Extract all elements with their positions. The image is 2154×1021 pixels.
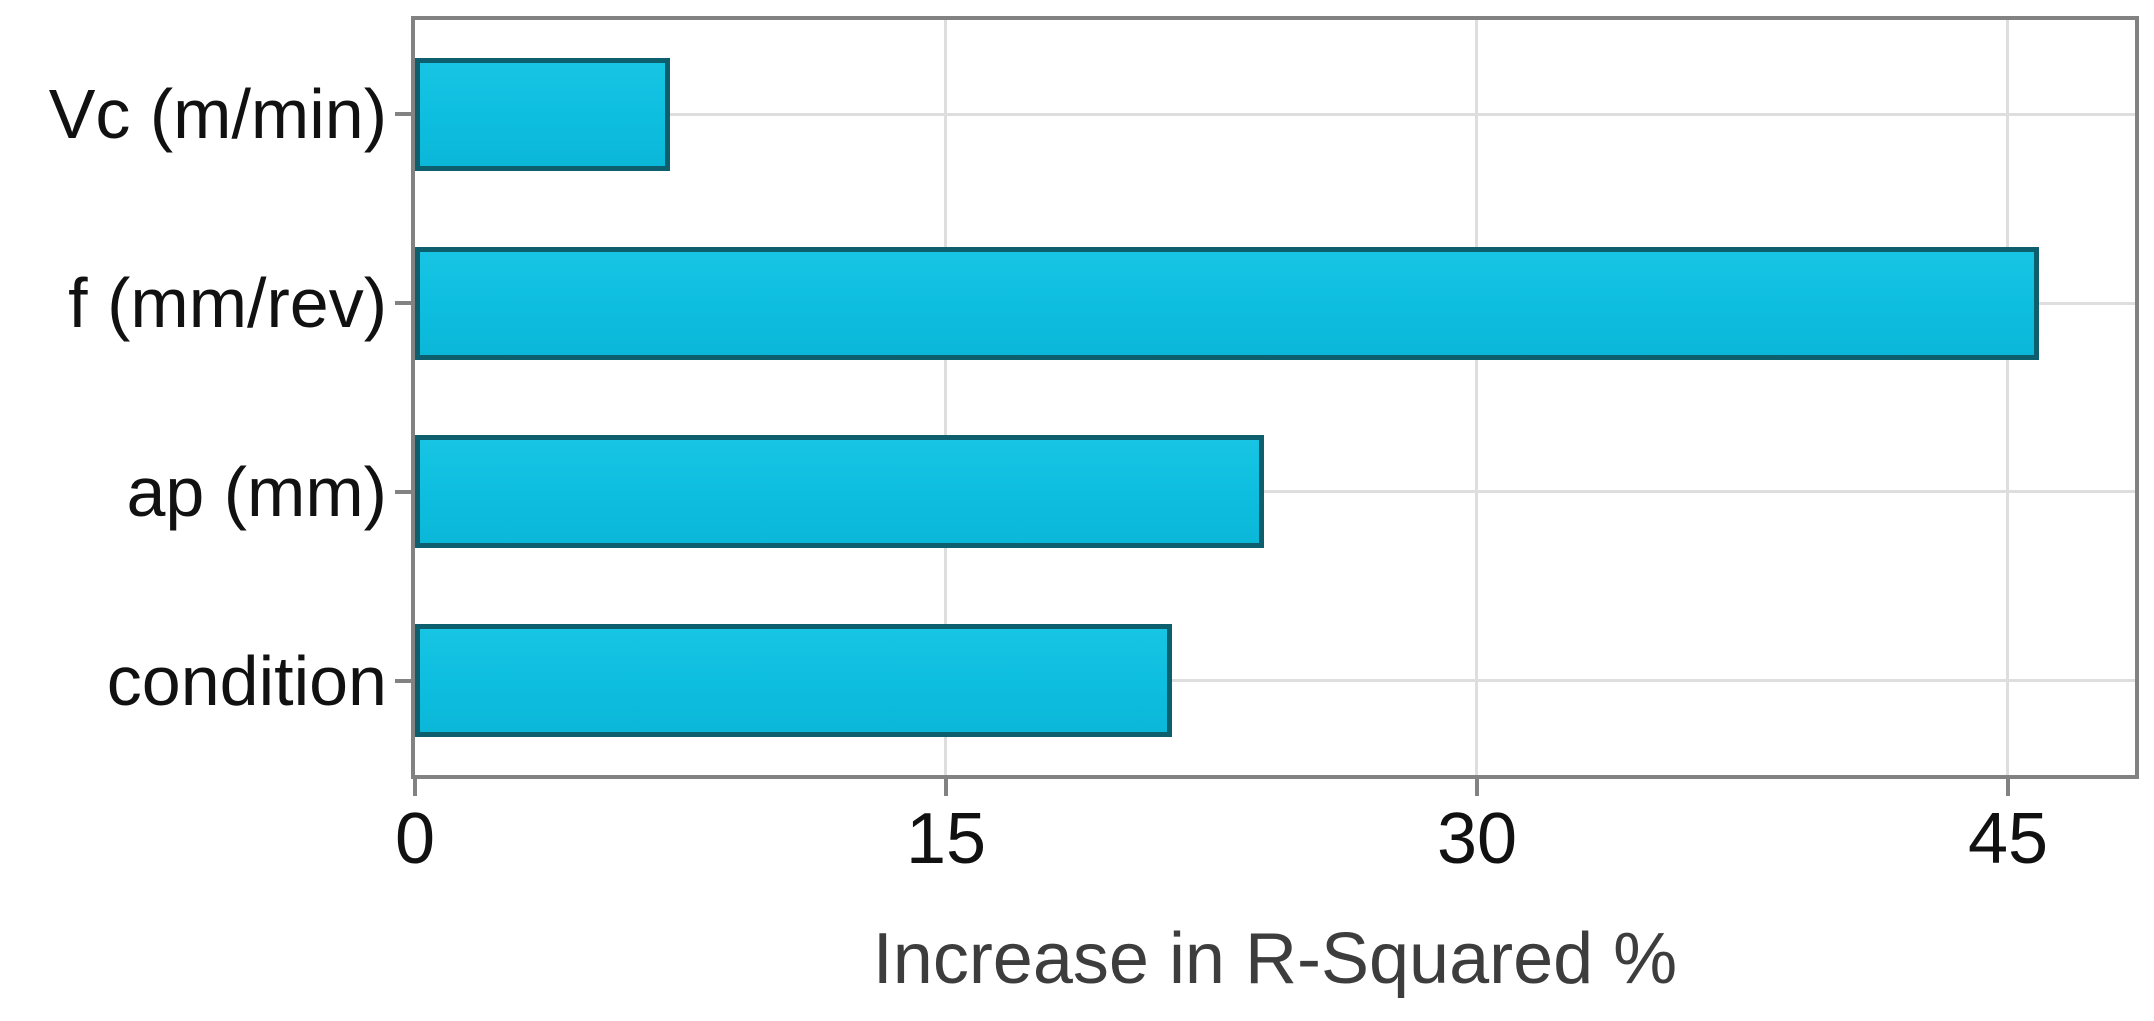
bar <box>415 247 2039 360</box>
gridline-horizontal <box>415 113 2135 116</box>
bar <box>415 624 1172 737</box>
y-tick-label: f (mm/rev) <box>68 264 387 342</box>
gridline-vertical <box>1475 20 1478 775</box>
y-tick-mark <box>395 679 412 683</box>
x-tick-label: 45 <box>1967 799 2049 879</box>
gridline-horizontal <box>415 679 2135 682</box>
bar <box>415 435 1264 548</box>
x-tick-mark <box>1475 779 1479 796</box>
y-tick-mark <box>395 490 412 494</box>
y-tick-mark <box>395 112 412 116</box>
y-tick-label: condition <box>106 642 387 720</box>
x-tick-label: 15 <box>905 799 987 879</box>
bar <box>415 58 670 171</box>
x-tick-mark <box>944 779 948 796</box>
gridline-horizontal <box>415 490 2135 493</box>
y-tick-label: ap (mm) <box>126 453 387 531</box>
x-tick-mark <box>2006 779 2010 796</box>
x-axis-title: Increase in R-Squared % <box>872 919 1678 999</box>
x-tick-label: 30 <box>1436 799 1518 879</box>
x-tick-label: 0 <box>394 799 436 879</box>
y-tick-label: Vc (m/min) <box>48 75 387 153</box>
x-tick-mark <box>413 779 417 796</box>
y-tick-mark <box>395 301 412 305</box>
gridline-vertical <box>944 20 947 775</box>
gridline-vertical <box>2006 20 2009 775</box>
